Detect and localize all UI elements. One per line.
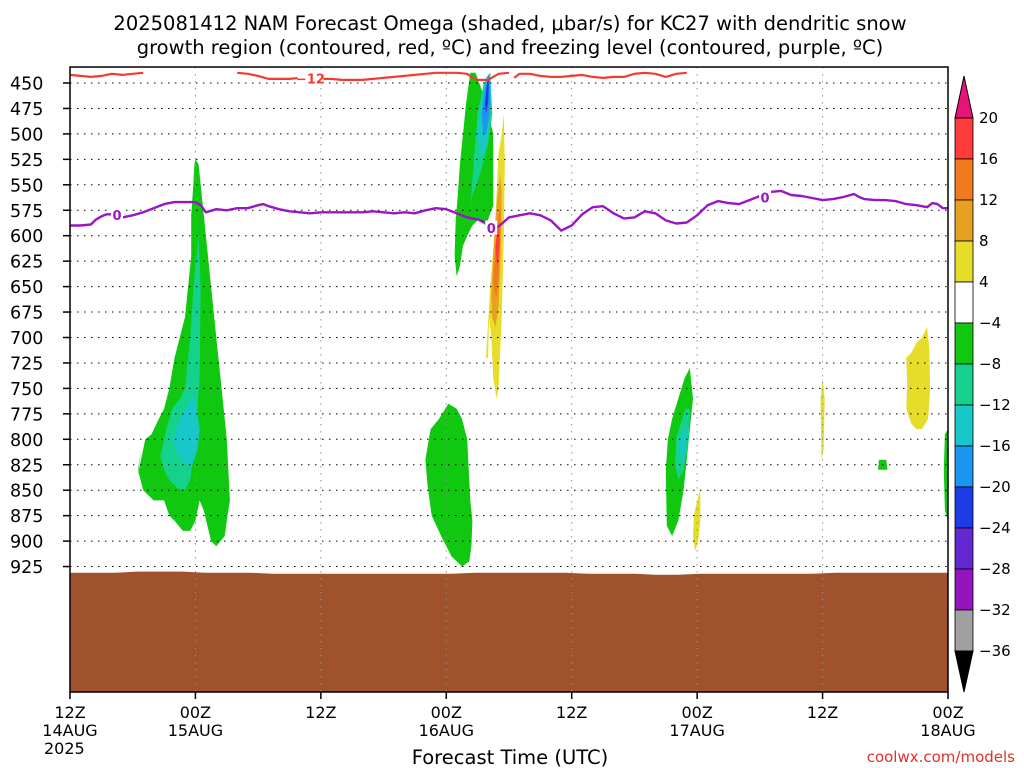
colorbar-level-label: 12 — [979, 191, 998, 209]
colorbar-bottom-triangle — [954, 650, 974, 693]
colorbar-level-label: −8 — [979, 355, 1001, 373]
colorbar-level-label: 16 — [979, 150, 998, 168]
y-tick-label: 800 — [10, 431, 43, 451]
credit-text: coolwx.com/models — [867, 748, 1015, 766]
x-tick-label: 12Z — [807, 703, 838, 722]
colorbar-swatch-4 — [954, 281, 974, 324]
freezing-level-contour — [70, 189, 948, 232]
omega-region-0 — [137, 159, 230, 547]
y-tick-label: 675 — [10, 304, 43, 324]
x-axis-label: Forecast Time (UTC) — [412, 746, 609, 768]
colorbar-level-label: −12 — [979, 396, 1011, 414]
y-tick-label: 475 — [10, 100, 43, 120]
x-tick-label: 00Z — [431, 703, 462, 722]
colorbar-swatch-2 — [954, 199, 974, 242]
y-axis-ticks: 450 475 500 525 550 575 600 625 650 675 700 725 750 7… — [10, 75, 70, 578]
colorbar-swatch-0 — [954, 117, 974, 160]
dgz-minus12-contour-0 — [69, 71, 144, 78]
dgz-label-bg — [297, 70, 324, 85]
colorbar-level-label: 20 — [979, 109, 998, 127]
x-tick-label: 17AUG — [669, 721, 724, 740]
omega-region-20 — [943, 429, 948, 521]
x-tick-label: 14AUG — [42, 721, 97, 740]
y-tick-label: 925 — [10, 558, 43, 578]
freezing-level-label: 0 — [761, 192, 770, 207]
y-tick-label: 725 — [10, 354, 43, 374]
colorbar-level-label: −4 — [979, 314, 1001, 332]
omega-region-19 — [906, 327, 931, 430]
x-tick-label: 12Z — [54, 703, 85, 722]
omega-region-17 — [820, 378, 825, 460]
ground-band — [70, 571, 948, 692]
colorbar-level-label: −20 — [979, 478, 1011, 496]
omega-region-12 — [495, 225, 500, 267]
x-tick-label: 00Z — [180, 703, 211, 722]
colorbar-swatch-1 — [954, 158, 974, 201]
colorbar-level-label: −36 — [979, 642, 1011, 660]
omega-region-3 — [425, 403, 473, 567]
colorbar-swatch-6 — [954, 363, 974, 406]
colorbar-level-label: −16 — [979, 437, 1011, 455]
y-tick-label: 625 — [10, 253, 43, 273]
plot-frame — [69, 66, 949, 693]
y-tick-label: 650 — [10, 278, 43, 298]
colorbar-level-label: −24 — [979, 519, 1011, 537]
freezing-level-label-bg — [485, 220, 498, 235]
y-tick-label: 450 — [10, 75, 43, 95]
dgz-minus12-label: −12 — [296, 72, 325, 87]
freezing-level-label: 0 — [113, 209, 122, 224]
y-tick-label: 900 — [10, 533, 43, 553]
colorbar-swatch-11 — [954, 568, 974, 611]
freezing-level-label: 0 — [487, 222, 496, 237]
y-tick-label: 500 — [10, 125, 43, 145]
x-tick-label: 12Z — [305, 703, 336, 722]
y-tick-label: 850 — [10, 482, 43, 502]
y-tick-label: 775 — [10, 405, 43, 425]
y-tick-label: 550 — [10, 176, 43, 196]
dgz-minus12-contour-1 — [237, 71, 510, 81]
y-tick-label: 750 — [10, 380, 43, 400]
dgz-minus12-contour-2 — [513, 71, 687, 79]
x-tick-label: 18AUG — [920, 721, 975, 740]
freezing-level-label-bg — [759, 190, 772, 205]
x-tick-label: 00Z — [932, 703, 963, 722]
colorbar-swatch-5 — [954, 322, 974, 365]
colorbar-swatch-10 — [954, 527, 974, 570]
colorbar-swatch-12 — [954, 609, 974, 652]
colorbar: 20 16 12 8 4 −4 −8 −12 −16 −20 −24 −28 −32 −36 — [954, 75, 1011, 693]
colorbar-level-label: 8 — [979, 232, 989, 250]
omega-shaded-regions — [137, 72, 948, 567]
y-tick-label: 525 — [10, 151, 43, 171]
colorbar-level-label: −32 — [979, 601, 1011, 619]
colorbar-swatch-9 — [954, 486, 974, 529]
terrain-ground-band — [70, 571, 948, 692]
omega-region-15 — [679, 429, 687, 465]
chart-title-line1: 2025081412 NAM Forecast Omega (shaded, μ… — [113, 12, 906, 35]
contour-lines: 0 0 0 −12 — [69, 70, 948, 237]
chart-title-line2: growth region (contoured, red, ºC) and f… — [137, 36, 884, 59]
omega-region-2 — [172, 393, 200, 465]
omega-region-16 — [693, 490, 701, 552]
colorbar-swatch-3 — [954, 240, 974, 283]
colorbar-level-label: 4 — [979, 273, 989, 291]
colorbar-level-label: −28 — [979, 560, 1011, 578]
y-tick-label: 700 — [10, 329, 43, 349]
y-tick-label: 575 — [10, 202, 43, 222]
y-tick-label: 825 — [10, 456, 43, 476]
freezing-level-label-bg — [111, 207, 124, 222]
colorbar-swatch-7 — [954, 404, 974, 447]
colorbar-top-triangle — [954, 75, 974, 119]
y-tick-label: 875 — [10, 507, 43, 527]
x-tick-label: 15AUG — [168, 721, 223, 740]
y-tick-label: 600 — [10, 227, 43, 247]
x-tick-label: 16AUG — [419, 721, 474, 740]
x-tick-label: 12Z — [556, 703, 587, 722]
x-tick-label: 00Z — [681, 703, 712, 722]
colorbar-swatch-8 — [954, 445, 974, 488]
omega-region-8 — [485, 77, 490, 114]
x-tick-label: 2025 — [44, 739, 85, 758]
